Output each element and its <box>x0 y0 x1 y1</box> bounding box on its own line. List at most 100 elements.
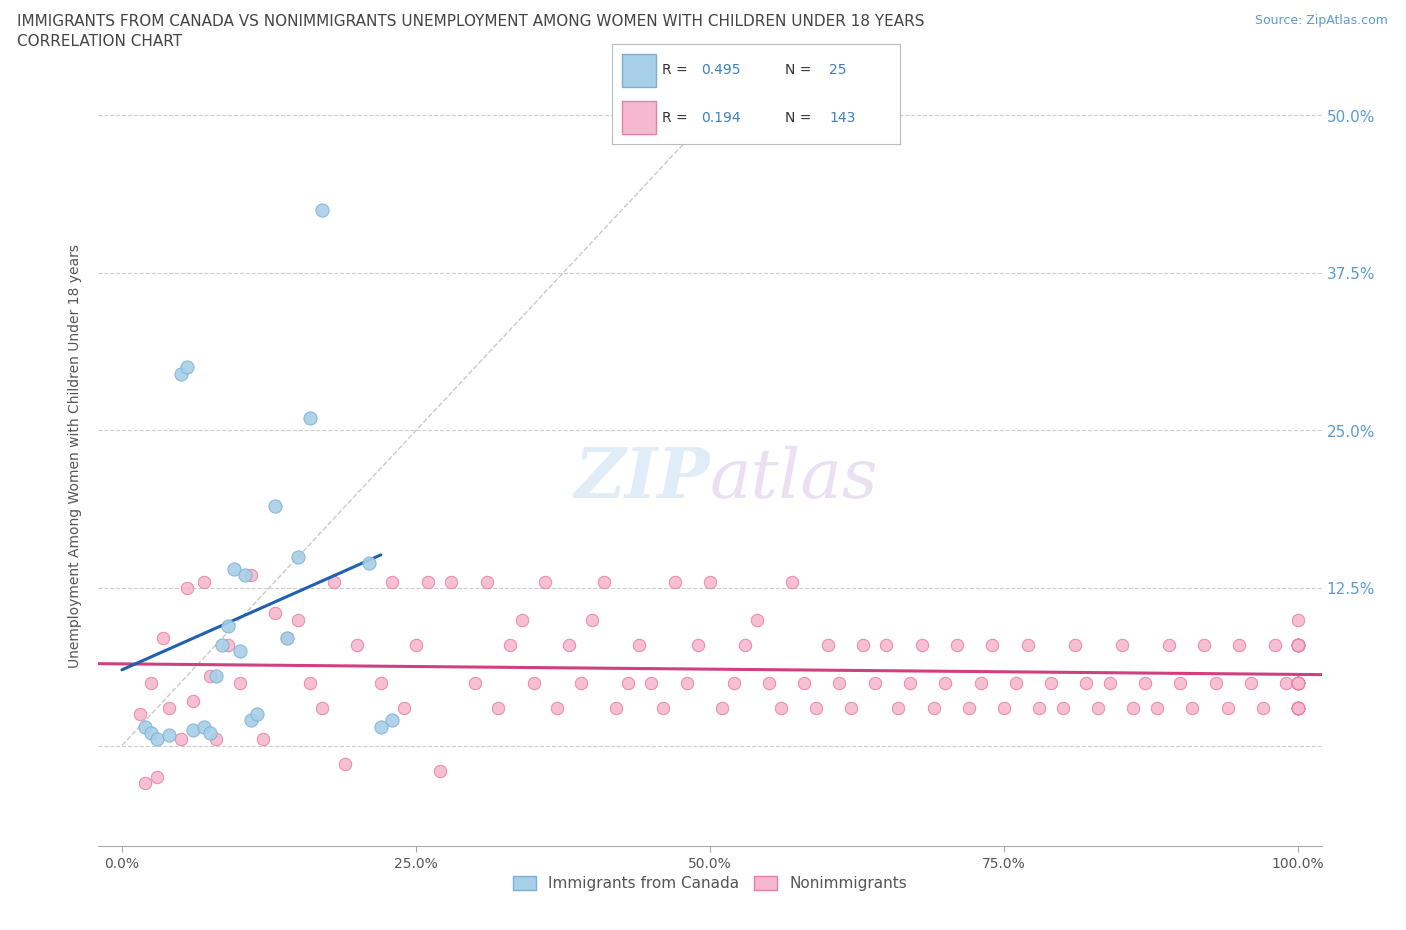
Point <box>922 700 945 715</box>
Point <box>1286 637 1309 652</box>
Point <box>157 700 180 715</box>
Point <box>1286 700 1309 715</box>
Point <box>1286 637 1309 652</box>
Point <box>246 707 269 722</box>
Point <box>1004 675 1026 690</box>
Point <box>1286 700 1309 715</box>
Point <box>1286 637 1309 652</box>
Point <box>758 675 780 690</box>
Point <box>769 700 792 715</box>
Point <box>605 700 627 715</box>
Point <box>558 637 581 652</box>
Point <box>1227 637 1250 652</box>
Point <box>852 637 875 652</box>
Point <box>1028 700 1050 715</box>
Point <box>1286 675 1309 690</box>
Point <box>1286 637 1309 652</box>
Point <box>546 700 568 715</box>
Text: ZIP: ZIP <box>575 445 710 512</box>
Point <box>228 675 250 690</box>
Point <box>593 574 616 589</box>
Point <box>1264 637 1286 652</box>
Point <box>1135 675 1157 690</box>
Point <box>381 574 404 589</box>
Point <box>1286 675 1309 690</box>
Point <box>957 700 980 715</box>
Point <box>181 694 204 709</box>
Point <box>263 498 285 513</box>
Text: atlas: atlas <box>710 445 879 512</box>
Text: 25: 25 <box>830 63 846 77</box>
Point <box>1205 675 1227 690</box>
Point <box>782 574 804 589</box>
Point <box>1192 637 1215 652</box>
Point <box>299 675 322 690</box>
Point <box>1286 675 1309 690</box>
Point <box>581 612 603 627</box>
Point <box>804 700 827 715</box>
Point <box>1286 700 1309 715</box>
Point <box>146 732 169 747</box>
Point <box>205 732 228 747</box>
Point <box>1286 675 1309 690</box>
Point <box>1286 675 1309 690</box>
Point <box>128 707 150 722</box>
Point <box>193 574 215 589</box>
Point <box>817 637 839 652</box>
Point <box>335 757 357 772</box>
Point <box>311 700 333 715</box>
Point <box>475 574 498 589</box>
Point <box>405 637 427 652</box>
Point <box>710 700 733 715</box>
Point <box>1286 675 1309 690</box>
Point <box>969 675 991 690</box>
Point <box>299 410 322 425</box>
Point <box>1286 700 1309 715</box>
Point <box>1286 700 1309 715</box>
Point <box>1240 675 1263 690</box>
Point <box>934 675 956 690</box>
Point <box>699 574 721 589</box>
Point <box>640 675 662 690</box>
Point <box>157 728 180 743</box>
Point <box>170 732 193 747</box>
Point <box>1122 700 1144 715</box>
Point <box>887 700 910 715</box>
Point <box>1286 637 1309 652</box>
Point <box>1098 675 1121 690</box>
Point <box>628 637 651 652</box>
Point <box>429 764 451 778</box>
Point <box>394 700 416 715</box>
Text: IMMIGRANTS FROM CANADA VS NONIMMIGRANTS UNEMPLOYMENT AMONG WOMEN WITH CHILDREN U: IMMIGRANTS FROM CANADA VS NONIMMIGRANTS … <box>17 14 924 29</box>
Point <box>134 776 156 790</box>
Point <box>252 732 274 747</box>
Point <box>1286 700 1309 715</box>
Point <box>793 675 815 690</box>
Text: N =: N = <box>785 111 815 125</box>
Point <box>381 713 404 728</box>
Point <box>569 675 592 690</box>
Point <box>1286 637 1309 652</box>
Point <box>839 700 862 715</box>
Point <box>141 725 163 740</box>
Point <box>1157 637 1180 652</box>
Point <box>723 675 745 690</box>
Point <box>1286 637 1309 652</box>
Point <box>370 719 392 734</box>
FancyBboxPatch shape <box>621 101 657 134</box>
Point <box>1063 637 1085 652</box>
Point <box>499 637 522 652</box>
Point <box>486 700 509 715</box>
Point <box>205 669 228 684</box>
Point <box>1216 700 1239 715</box>
Text: CORRELATION CHART: CORRELATION CHART <box>17 34 181 49</box>
Point <box>911 637 934 652</box>
Point <box>176 580 198 595</box>
Text: R =: R = <box>662 63 692 77</box>
Point <box>222 562 245 577</box>
Point <box>170 366 193 381</box>
Point <box>1251 700 1274 715</box>
Point <box>1286 637 1309 652</box>
Point <box>228 644 250 658</box>
Point <box>1286 700 1309 715</box>
